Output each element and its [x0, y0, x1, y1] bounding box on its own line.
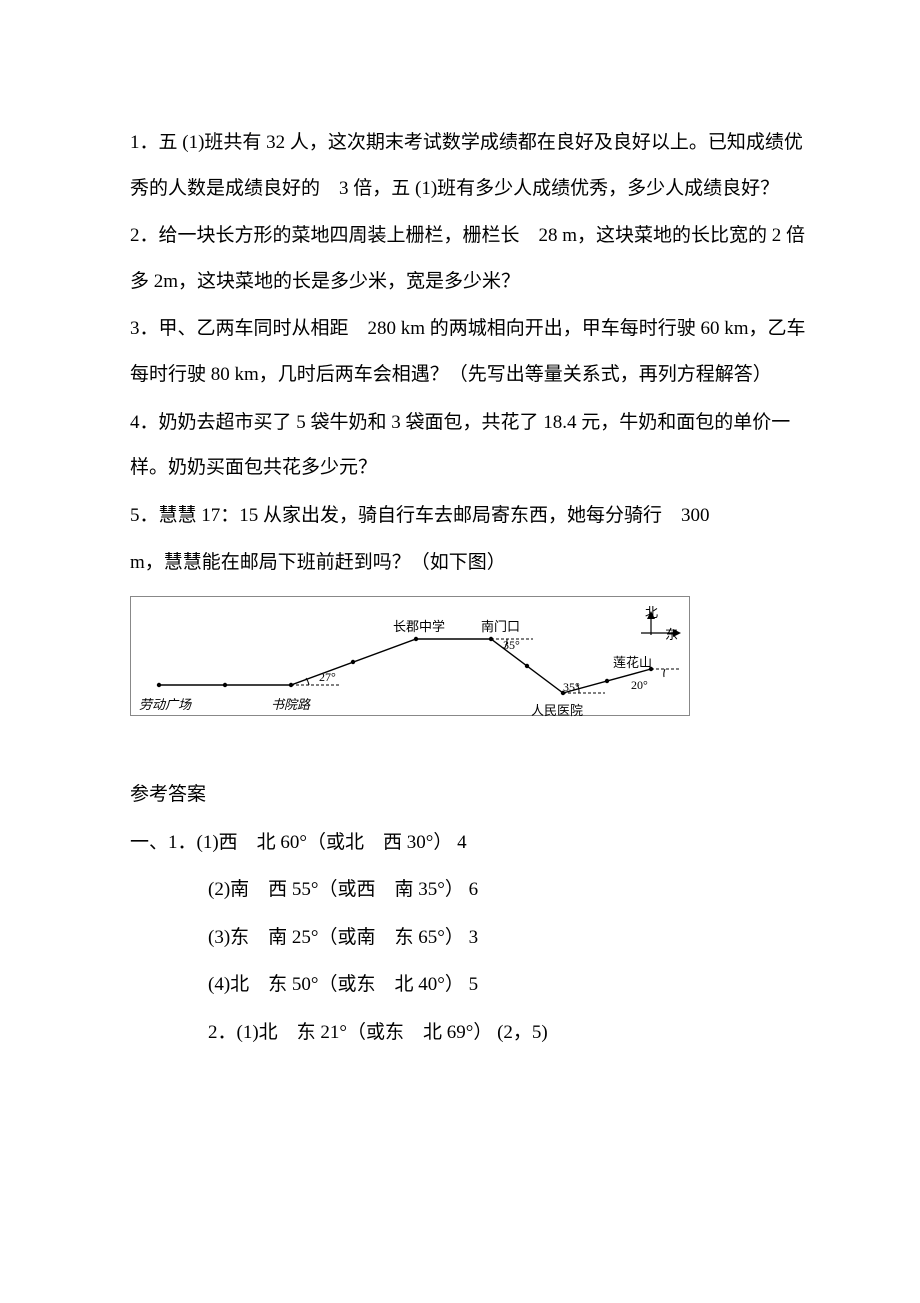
problem-2: 2．给一块长方形的菜地四周装上栅栏，栅栏长 28 m，这块菜地的长比宽的 2 倍…: [130, 213, 810, 304]
answer-1-4: (4)北 东 50°（或东 北 40°） 5: [130, 962, 810, 1008]
answer-1-3: (3)东 南 25°（或南 东 65°） 3: [130, 915, 810, 961]
route-map-figure: 长郡中学 南门口 劳动广场 书院路 莲花山 人民医院 北 东 27° 35° 3…: [130, 596, 690, 716]
problem-5-line2: m，慧慧能在邮局下班前赶到吗？（如下图）: [130, 540, 810, 586]
problem-5-line1: 5．慧慧 17：15 从家出发，骑自行车去邮局寄东西，她每分骑行 300: [130, 493, 810, 539]
label-angle-27: 27°: [319, 663, 336, 692]
answer-1-1: 一、1．(1)西 北 60°（或北 西 30°） 4: [130, 820, 810, 866]
label-laodong: 劳动广场: [139, 689, 191, 720]
label-angle-20: 20°: [631, 671, 648, 700]
answers-heading: 参考答案: [130, 772, 810, 818]
answers-section: 参考答案 一、1．(1)西 北 60°（或北 西 30°） 4 (2)南 西 5…: [130, 772, 810, 1056]
problem-4: 4．奶奶去超市买了 5 袋牛奶和 3 袋面包，共花了 18.4 元，牛奶和面包的…: [130, 400, 810, 491]
label-angle-35a: 35°: [503, 631, 520, 660]
answer-2-1: 2．(1)北 东 21°（或东 北 69°） (2，5): [130, 1010, 810, 1056]
label-shuyuan: 书院路: [271, 689, 310, 720]
label-east: 东: [665, 619, 678, 650]
label-north: 北: [645, 597, 658, 628]
problem-3: 3．甲、乙两车同时从相距 280 km 的两城相向开出，甲车每时行驶 60 km…: [130, 306, 810, 397]
label-changjun: 长郡中学: [393, 611, 445, 642]
label-angle-35b: 35°: [563, 673, 580, 702]
problem-1: 1．五 (1)班共有 32 人，这次期末考试数学成绩都在良好及良好以上。已知成绩…: [130, 120, 810, 211]
answer-1-2: (2)南 西 55°（或西 南 35°） 6: [130, 867, 810, 913]
